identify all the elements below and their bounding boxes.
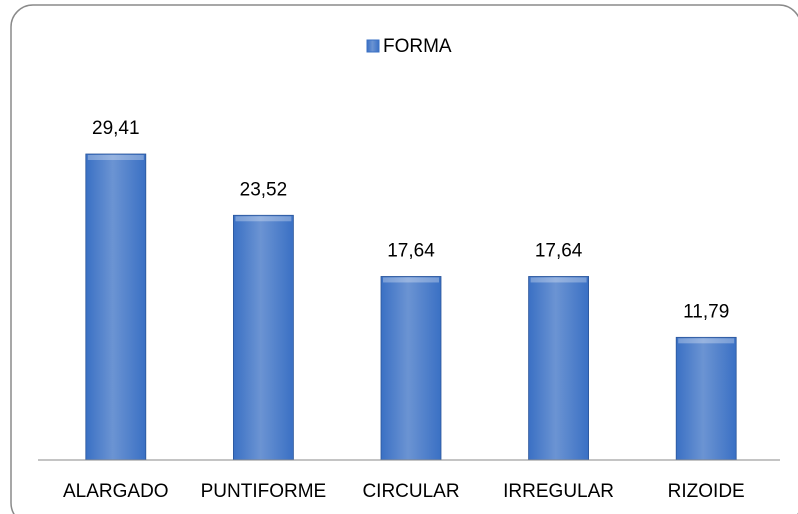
bar [85, 153, 147, 461]
value-label: 29,41 [92, 118, 140, 139]
value-label: 17,64 [535, 240, 583, 261]
bar-highlight [383, 277, 439, 283]
legend-swatch [366, 39, 380, 53]
chart-frame [10, 4, 798, 514]
bar-highlight [87, 155, 144, 160]
bar [232, 214, 294, 461]
bar-highlight [530, 277, 587, 283]
bar [675, 336, 737, 461]
value-label: 11,79 [683, 301, 729, 322]
legend-label: FORMA [383, 36, 452, 57]
x-tick-label: PUNTIFORME [201, 481, 327, 502]
bar-highlight [235, 216, 292, 222]
bar-highlight [678, 338, 735, 344]
bar [528, 276, 589, 461]
x-tick-label: IRREGULAR [503, 481, 614, 502]
value-label: 23,52 [240, 179, 288, 200]
x-tick-label: CIRCULAR [362, 481, 459, 502]
x-tick-label: ALARGADO [63, 481, 169, 502]
bar [380, 276, 442, 461]
value-label: 17,64 [387, 240, 435, 261]
x-tick-label: RIZOIDE [668, 481, 745, 502]
